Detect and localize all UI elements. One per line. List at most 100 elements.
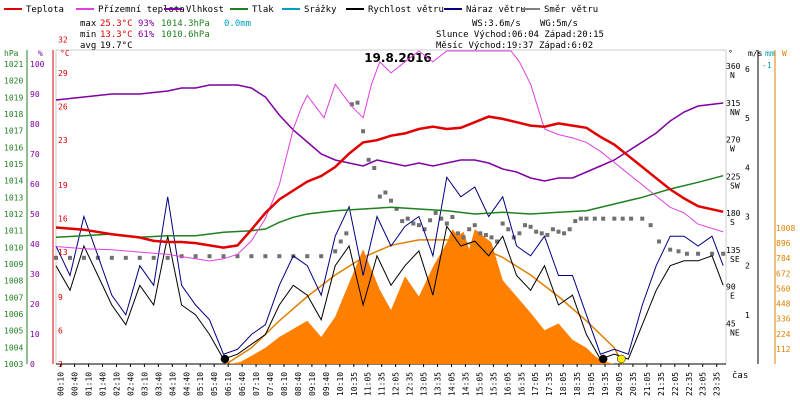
wind-direction-point <box>478 231 483 236</box>
tick-direction-name: NE <box>730 328 740 337</box>
tick-humidity: 20 <box>30 300 40 309</box>
wind-direction-point <box>612 216 617 221</box>
tick-humidity: 80 <box>30 120 40 129</box>
wind-direction-point <box>500 221 505 226</box>
axis-label-wind: m/s <box>748 49 763 58</box>
tick-solar: 112 <box>776 345 791 354</box>
tick-hpa: 1014 <box>4 177 23 186</box>
x-tick-label: 23:35 <box>713 372 722 396</box>
tick-humidity: 10 <box>30 330 40 339</box>
wind-direction-point <box>684 251 689 256</box>
tick-solar: 672 <box>776 269 791 278</box>
legend-label-prizemni-teplota: Přízemní teplota <box>98 5 185 15</box>
wind-direction-point <box>472 223 477 228</box>
tick-direction-value: 45 <box>726 319 736 328</box>
legend-label-smer-vetru: Směr větru <box>544 5 598 15</box>
wind-direction-point <box>422 227 427 232</box>
tick-humidity: 90 <box>30 90 40 99</box>
tick-temp: 32 <box>58 35 68 44</box>
plot-area <box>54 49 727 365</box>
x-tick-label: 21:35 <box>657 372 666 396</box>
wind-direction-point <box>405 216 410 221</box>
stats-avg-temp: 19.7°C <box>100 41 133 51</box>
x-tick-label: 18:35 <box>573 372 582 396</box>
axes: hPa1003100410051006100710081009101010111… <box>4 35 795 396</box>
wind-direction-point <box>562 231 567 236</box>
wind-direction-point <box>657 239 661 244</box>
axis-label-rain: mm <box>765 49 775 58</box>
wind-direction-point <box>355 100 360 105</box>
tick-direction-value: 315 <box>726 99 741 108</box>
tick-hpa: 1013 <box>4 193 23 202</box>
x-tick-label: 23:05 <box>699 372 708 396</box>
wind-direction-point <box>444 221 449 226</box>
x-tick-label: 02:40 <box>126 372 135 396</box>
x-tick-label: 09:40 <box>322 372 331 396</box>
series-temperature <box>55 115 724 249</box>
tick-direction-name: SE <box>730 255 740 264</box>
stats-panel: max 25.3°C 93% 1014.3hPa 0.0mm min 13.3°… <box>80 19 604 51</box>
wind-direction-point <box>710 251 715 256</box>
legend-label-vlhkost: Vlhkost <box>186 5 224 15</box>
wind-direction-point <box>461 235 466 240</box>
wind-direction-point <box>193 254 198 259</box>
stats-max-temp: 25.3°C <box>100 19 133 29</box>
series-humidity <box>55 84 724 182</box>
tick-hpa: 1003 <box>4 360 23 369</box>
wind-direction-point <box>137 255 142 260</box>
wind-direction-point <box>629 216 634 221</box>
x-tick-label: 08:40 <box>294 372 303 396</box>
x-tick-label: 08:10 <box>280 372 289 396</box>
stats-max-pressure: 1014.3hPa <box>161 19 210 29</box>
wind-direction-point <box>545 232 550 237</box>
x-tick-label: 05:40 <box>210 372 219 396</box>
wind-direction-point <box>601 216 606 221</box>
legend-label-srazky: Srážky <box>304 5 337 15</box>
wind-direction-point <box>165 255 170 260</box>
x-tick-label: 17:35 <box>545 372 554 396</box>
wind-direction-point <box>489 235 494 240</box>
wind-direction-point <box>640 216 645 221</box>
wind-direction-point <box>721 251 726 256</box>
tick-hpa: 1019 <box>4 93 23 102</box>
x-tick-label: 03:40 <box>154 372 163 396</box>
wind-direction-point <box>123 255 128 260</box>
x-tick-label: 11:35 <box>378 372 387 396</box>
x-tick-label: 22:35 <box>685 372 694 396</box>
x-tick-label: 19:05 <box>587 372 596 396</box>
tick-hpa: 1006 <box>4 310 23 319</box>
x-tick-label: 20:35 <box>629 372 638 396</box>
x-tick-label: 06:10 <box>224 372 233 396</box>
x-tick-label: 16:05 <box>503 372 512 396</box>
wind-direction-point <box>372 166 377 170</box>
wind-direction-point <box>349 102 354 107</box>
x-tick-label: 12:35 <box>406 372 415 396</box>
x-tick-label: 10:35 <box>350 372 359 396</box>
x-tick-label: 02:10 <box>112 372 121 396</box>
wind-direction-point <box>416 223 421 228</box>
wind-direction-point <box>528 224 533 229</box>
x-tick-label: 13:35 <box>434 372 443 396</box>
stats-wind-gust: WG:5m/s <box>540 19 578 29</box>
wind-direction-point <box>383 190 388 195</box>
wind-direction-point <box>366 157 371 162</box>
tick-humidity: 70 <box>30 150 40 159</box>
wind-direction-point <box>456 231 460 236</box>
tick-humidity: 30 <box>30 270 40 279</box>
wind-direction-point <box>573 219 578 224</box>
wind-direction-point <box>377 194 382 199</box>
tick-hpa: 1016 <box>4 143 23 152</box>
x-tick-label: 03:10 <box>140 372 149 396</box>
tick-solar: 896 <box>776 239 791 248</box>
series-wind-gust <box>55 175 724 355</box>
legend-label-naraz-vetru: Náraz větru <box>466 5 526 15</box>
x-tick-label: 21:05 <box>643 372 652 396</box>
wind-direction-point <box>389 198 393 203</box>
stats-sun: Slunce Východ:06:04 Západ:20:15 <box>436 30 604 40</box>
wind-direction-point <box>361 129 366 134</box>
tick-wind: 6 <box>745 65 750 74</box>
wind-direction-point <box>394 206 399 211</box>
wind-direction-point <box>428 218 433 223</box>
x-tick-label: 15:35 <box>489 372 498 396</box>
tick-humidity: 100 <box>30 60 45 69</box>
